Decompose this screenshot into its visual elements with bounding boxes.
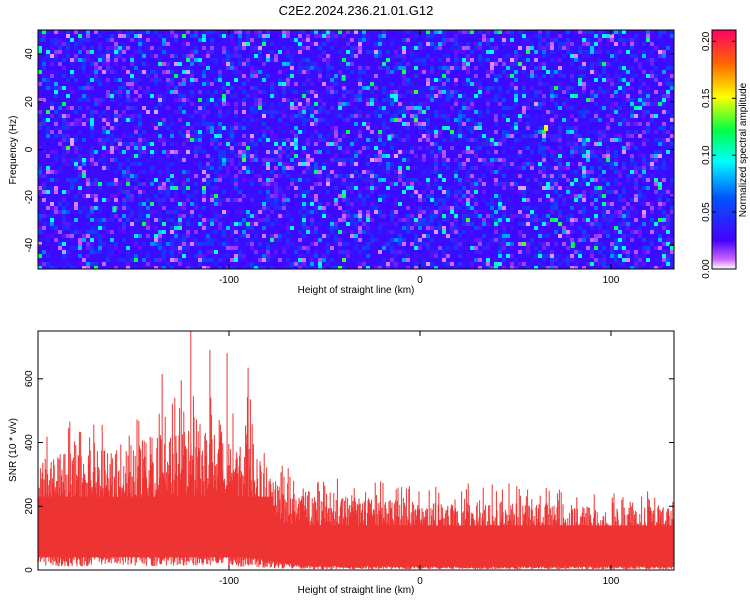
colorbar-ticks: 0.00 0.05 0.10 0.15 0.20 [701, 31, 736, 279]
figure-title: C2E2.2024.236.21.01.G12 [279, 3, 434, 18]
snr-x-tick-label-2: 100 [603, 576, 620, 587]
colorbar-label: Normalized spectral amplitude [738, 82, 749, 217]
heatmap-panel: -100 0 100 -40 -20 0 20 40 Height of straight … [8, 29, 675, 296]
colorbar-tick-label-0: 0.00 [701, 259, 712, 279]
snr-dense-core-left [38, 496, 274, 558]
colorbar-tick-label-4: 0.20 [701, 31, 712, 51]
heatmap-x-ticks: -100 0 100 [219, 30, 620, 286]
snr-y-tick-label-0: 0 [24, 567, 35, 573]
snr-x-axis-label: Height of straight line (km) [298, 585, 415, 596]
heatmap-x-tick-label-1: 0 [417, 275, 423, 286]
heatmap-y-ticks: -40 -20 0 20 40 [24, 48, 674, 252]
colorbar-tick-label-3: 0.15 [701, 88, 712, 108]
colorbar: 0.00 0.05 0.10 0.15 0.20 Normalized spectral… [701, 29, 749, 279]
snr-y-tick-label-3: 600 [24, 370, 35, 387]
snr-dense-core-right [273, 525, 674, 561]
colorbar-gradient [712, 30, 736, 269]
snr-y-tick-label-2: 400 [24, 434, 35, 451]
snr-series [38, 331, 674, 570]
heatmap-x-tick-label-2: 100 [603, 275, 620, 286]
colorbar-frame [711, 29, 737, 270]
snr-y-tick-label-1: 200 [24, 497, 35, 514]
heatmap-x-axis-label: Height of straight line (km) [298, 285, 415, 296]
heatmap-y-tick-label-2: 0 [24, 146, 35, 152]
snr-y-axis-label: SNR (10 * v/v) [8, 418, 19, 482]
heatmap-cells [38, 30, 674, 269]
colorbar-tick-label-2: 0.10 [701, 145, 712, 165]
snr-panel: -100 0 100 0 200 400 600 Height of straight l… [8, 330, 675, 596]
colorbar-tick-label-1: 0.05 [701, 202, 712, 222]
heatmap-y-axis-label: Frequency (Hz) [8, 116, 19, 185]
heatmap-y-tick-label-4: 40 [24, 48, 35, 60]
snr-x-tick-label-1: 0 [417, 576, 423, 587]
heatmap-x-tick-label-0: -100 [219, 275, 239, 286]
snr-x-tick-label-0: -100 [219, 576, 239, 587]
snr-frame [37, 330, 675, 571]
snr-x-ticks: -100 0 100 [219, 331, 620, 587]
heatmap-y-tick-label-3: 20 [24, 96, 35, 108]
snr-y-ticks: 0 200 400 600 [24, 370, 674, 573]
heatmap-y-tick-label-0: -40 [24, 237, 35, 252]
heatmap-y-tick-label-1: -20 [24, 190, 35, 205]
